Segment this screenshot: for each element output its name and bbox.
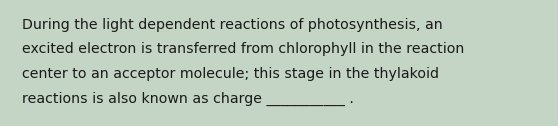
Text: reactions is also known as charge ___________ .: reactions is also known as charge ______… bbox=[22, 91, 354, 106]
Text: During the light dependent reactions of photosynthesis, an: During the light dependent reactions of … bbox=[22, 18, 442, 32]
Text: excited electron is transferred from chlorophyll in the reaction: excited electron is transferred from chl… bbox=[22, 42, 464, 56]
Text: center to an acceptor molecule; this stage in the thylakoid: center to an acceptor molecule; this sta… bbox=[22, 67, 439, 81]
